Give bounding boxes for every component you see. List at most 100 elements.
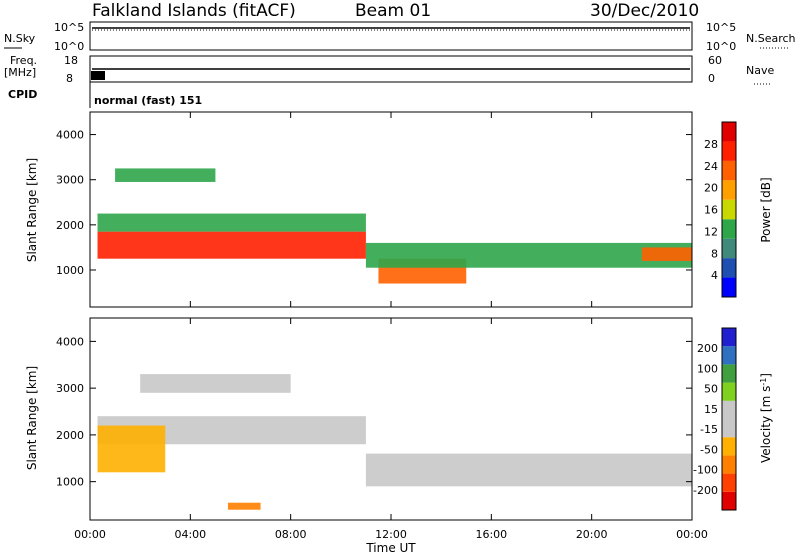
- x-tick-label: 16:00: [475, 528, 507, 541]
- power-heatmap: [97, 168, 692, 284]
- colorbar-tick-label: 20: [704, 182, 718, 195]
- cpid-value: normal (fast) 151: [94, 94, 202, 107]
- colorbar-segment: [722, 277, 736, 297]
- x-axis-title: Time UT: [365, 541, 416, 554]
- colorbar-segment: [722, 455, 736, 474]
- noise-trace: [92, 27, 690, 31]
- nave-tick-high: 60: [708, 54, 722, 67]
- colorbar-segment: [722, 437, 736, 456]
- nsky-tick-high: 10^5: [54, 21, 84, 34]
- colorbar-segment: [722, 122, 736, 142]
- power-cell: [115, 168, 216, 182]
- velocity-colorbar-label: Velocity [m s-1]: [759, 373, 774, 463]
- colorbar-frame: [721, 327, 737, 511]
- time-axis: 00:00 04:00 08:00 12:00 16:00 20:00 00:00: [74, 112, 708, 541]
- nsky-tick-low: 10^0: [54, 40, 84, 53]
- colorbar-tick-label: 15: [704, 403, 718, 416]
- y-tick-label: 3000: [56, 382, 84, 395]
- velocity-cell: [97, 425, 166, 473]
- nave-tick-low: 0: [708, 72, 715, 85]
- colorbar-tick-label: 12: [704, 225, 718, 238]
- power-colorbar-label: Power [dB]: [759, 177, 773, 242]
- colorbar-tick-label: 100: [697, 362, 718, 375]
- nsearch-tick-high: 10^5: [706, 21, 736, 34]
- beam-label: Beam 01: [355, 1, 431, 21]
- colorbar-segment: [722, 400, 736, 419]
- colorbar-tick-label: -15: [700, 423, 718, 436]
- nsearch-tick-low: 10^0: [706, 40, 736, 53]
- colorbar-tick-label: 50: [704, 383, 718, 396]
- velocity-cell: [227, 502, 261, 510]
- y-tick-label: 3000: [56, 174, 84, 187]
- velocity-cell: [140, 374, 291, 393]
- freq-strip: Freq. [MHz] 18 8 60 0 Nave: [4, 54, 774, 85]
- noise-strip: N.Sky 10^5 10^0 10^5 10^0 N.Search: [4, 21, 796, 53]
- velocity-ylabel: Slant Range [km]: [25, 366, 39, 470]
- colorbar-segment: [722, 219, 736, 239]
- colorbar-segment: [722, 238, 736, 259]
- cpid-label: CPID: [8, 88, 37, 101]
- power-ylabel: Slant Range [km]: [25, 158, 39, 262]
- y-tick-label: 2000: [56, 429, 84, 442]
- velocity-colorbar: 200 100 50 15 -15 -50 -100 -200: [693, 327, 737, 511]
- freq-tick-high: 18: [64, 54, 78, 67]
- noise-strip-frame: [89, 21, 693, 51]
- colorbar-segment: [722, 160, 736, 181]
- x-tick-label: 00:00: [676, 528, 708, 541]
- y-tick-label: 2000: [56, 219, 84, 232]
- colorbar-segment: [722, 258, 736, 278]
- colorbar-tick-label: -100: [693, 464, 718, 477]
- x-tick-label: 00:00: [74, 528, 106, 541]
- power-cell: [365, 242, 692, 268]
- colorbar-segment: [722, 364, 736, 383]
- freq-strip-frame: [89, 55, 693, 83]
- colorbar-tick-label: 8: [711, 247, 718, 260]
- colorbar-segment: [722, 473, 736, 492]
- colorbar-frame: [721, 121, 737, 298]
- colorbar-segment: [722, 419, 736, 438]
- colorbar-segment: [722, 491, 736, 510]
- colorbar-segment: [722, 328, 736, 347]
- power-y-axis: 1000 2000 3000 4000: [56, 129, 692, 277]
- colorbar-segment: [722, 141, 736, 161]
- colorbar-segment: [722, 382, 736, 401]
- colorbar-tick-label: -200: [693, 484, 718, 497]
- x-tick-label: 04:00: [174, 528, 206, 541]
- power-cell: [97, 231, 366, 259]
- freq-trace: [91, 68, 690, 80]
- colorbar-tick-label: -50: [700, 443, 718, 456]
- freq-tick-low: 8: [66, 72, 73, 85]
- nsky-label: N.Sky: [4, 32, 36, 45]
- colorbar-tick-label: 28: [704, 138, 718, 151]
- nave-label: Nave: [746, 64, 774, 77]
- colorbar-tick-label: 4: [711, 269, 718, 282]
- colorbar-segment: [722, 180, 736, 200]
- y-tick-label: 1000: [56, 264, 84, 277]
- nsearch-label: N.Search: [746, 32, 796, 45]
- power-panel: 1000 2000 3000 4000 Slant Range [km] 4 8 12 16…: [25, 111, 773, 308]
- power-cell: [641, 247, 692, 261]
- power-colorbar: 4 8 12 16 20 24 28: [704, 121, 737, 298]
- y-tick-label: 4000: [56, 129, 84, 142]
- colorbar-segment: [722, 346, 736, 365]
- y-tick-label: 4000: [56, 335, 84, 348]
- colorbar-tick-label: 16: [704, 204, 718, 217]
- x-tick-label: 20:00: [576, 528, 608, 541]
- velocity-y-axis: 1000 2000 3000 4000: [56, 335, 692, 489]
- y-tick-label: 1000: [56, 476, 84, 489]
- velocity-panel: 1000 2000 3000 4000 Slant Range [km] 200 100…: [25, 317, 774, 521]
- colorbar-tick-label: 24: [704, 160, 718, 173]
- power-cell: [97, 213, 366, 232]
- freq-unit-label: [MHz]: [4, 66, 36, 79]
- x-tick-label: 12:00: [375, 528, 407, 541]
- date-label: 30/Dec/2010: [590, 1, 699, 21]
- x-tick-label: 08:00: [275, 528, 307, 541]
- velocity-cell: [365, 453, 692, 487]
- colorbar-segment: [722, 199, 736, 220]
- velocity-heatmap: [97, 374, 692, 510]
- station-title: Falkland Islands (fitACF): [92, 1, 296, 21]
- colorbar-tick-label: 200: [697, 342, 718, 355]
- freq-start-block: [91, 71, 105, 80]
- freq-label: Freq.: [10, 54, 37, 67]
